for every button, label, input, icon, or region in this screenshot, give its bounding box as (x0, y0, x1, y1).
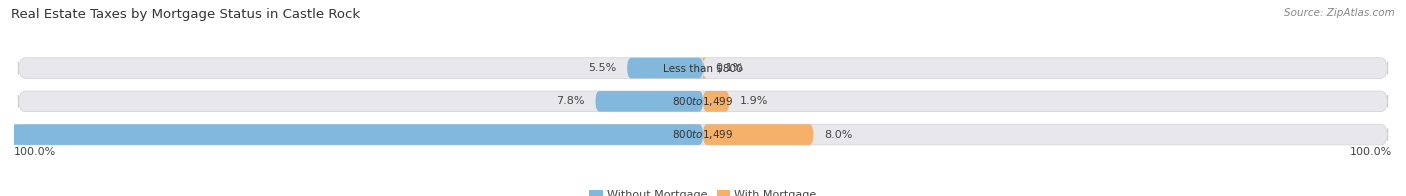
Text: 8.0%: 8.0% (824, 130, 852, 140)
FancyBboxPatch shape (18, 91, 1388, 112)
FancyBboxPatch shape (700, 58, 707, 78)
Text: 1.9%: 1.9% (740, 96, 769, 106)
Text: 100.0%: 100.0% (14, 147, 56, 157)
Text: $800 to $1,499: $800 to $1,499 (672, 95, 734, 108)
Text: 0.1%: 0.1% (716, 63, 744, 73)
Text: 7.8%: 7.8% (555, 96, 585, 106)
FancyBboxPatch shape (627, 58, 703, 78)
FancyBboxPatch shape (596, 91, 703, 112)
Text: 100.0%: 100.0% (1350, 147, 1392, 157)
FancyBboxPatch shape (703, 91, 730, 112)
FancyBboxPatch shape (18, 58, 1388, 78)
Text: Less than $800: Less than $800 (664, 63, 742, 73)
FancyBboxPatch shape (0, 124, 703, 145)
Text: Real Estate Taxes by Mortgage Status in Castle Rock: Real Estate Taxes by Mortgage Status in … (11, 8, 360, 21)
Text: 5.5%: 5.5% (588, 63, 616, 73)
Text: $800 to $1,499: $800 to $1,499 (672, 128, 734, 141)
Text: Source: ZipAtlas.com: Source: ZipAtlas.com (1284, 8, 1395, 18)
FancyBboxPatch shape (703, 124, 813, 145)
Legend: Without Mortgage, With Mortgage: Without Mortgage, With Mortgage (585, 185, 821, 196)
FancyBboxPatch shape (18, 124, 1388, 145)
